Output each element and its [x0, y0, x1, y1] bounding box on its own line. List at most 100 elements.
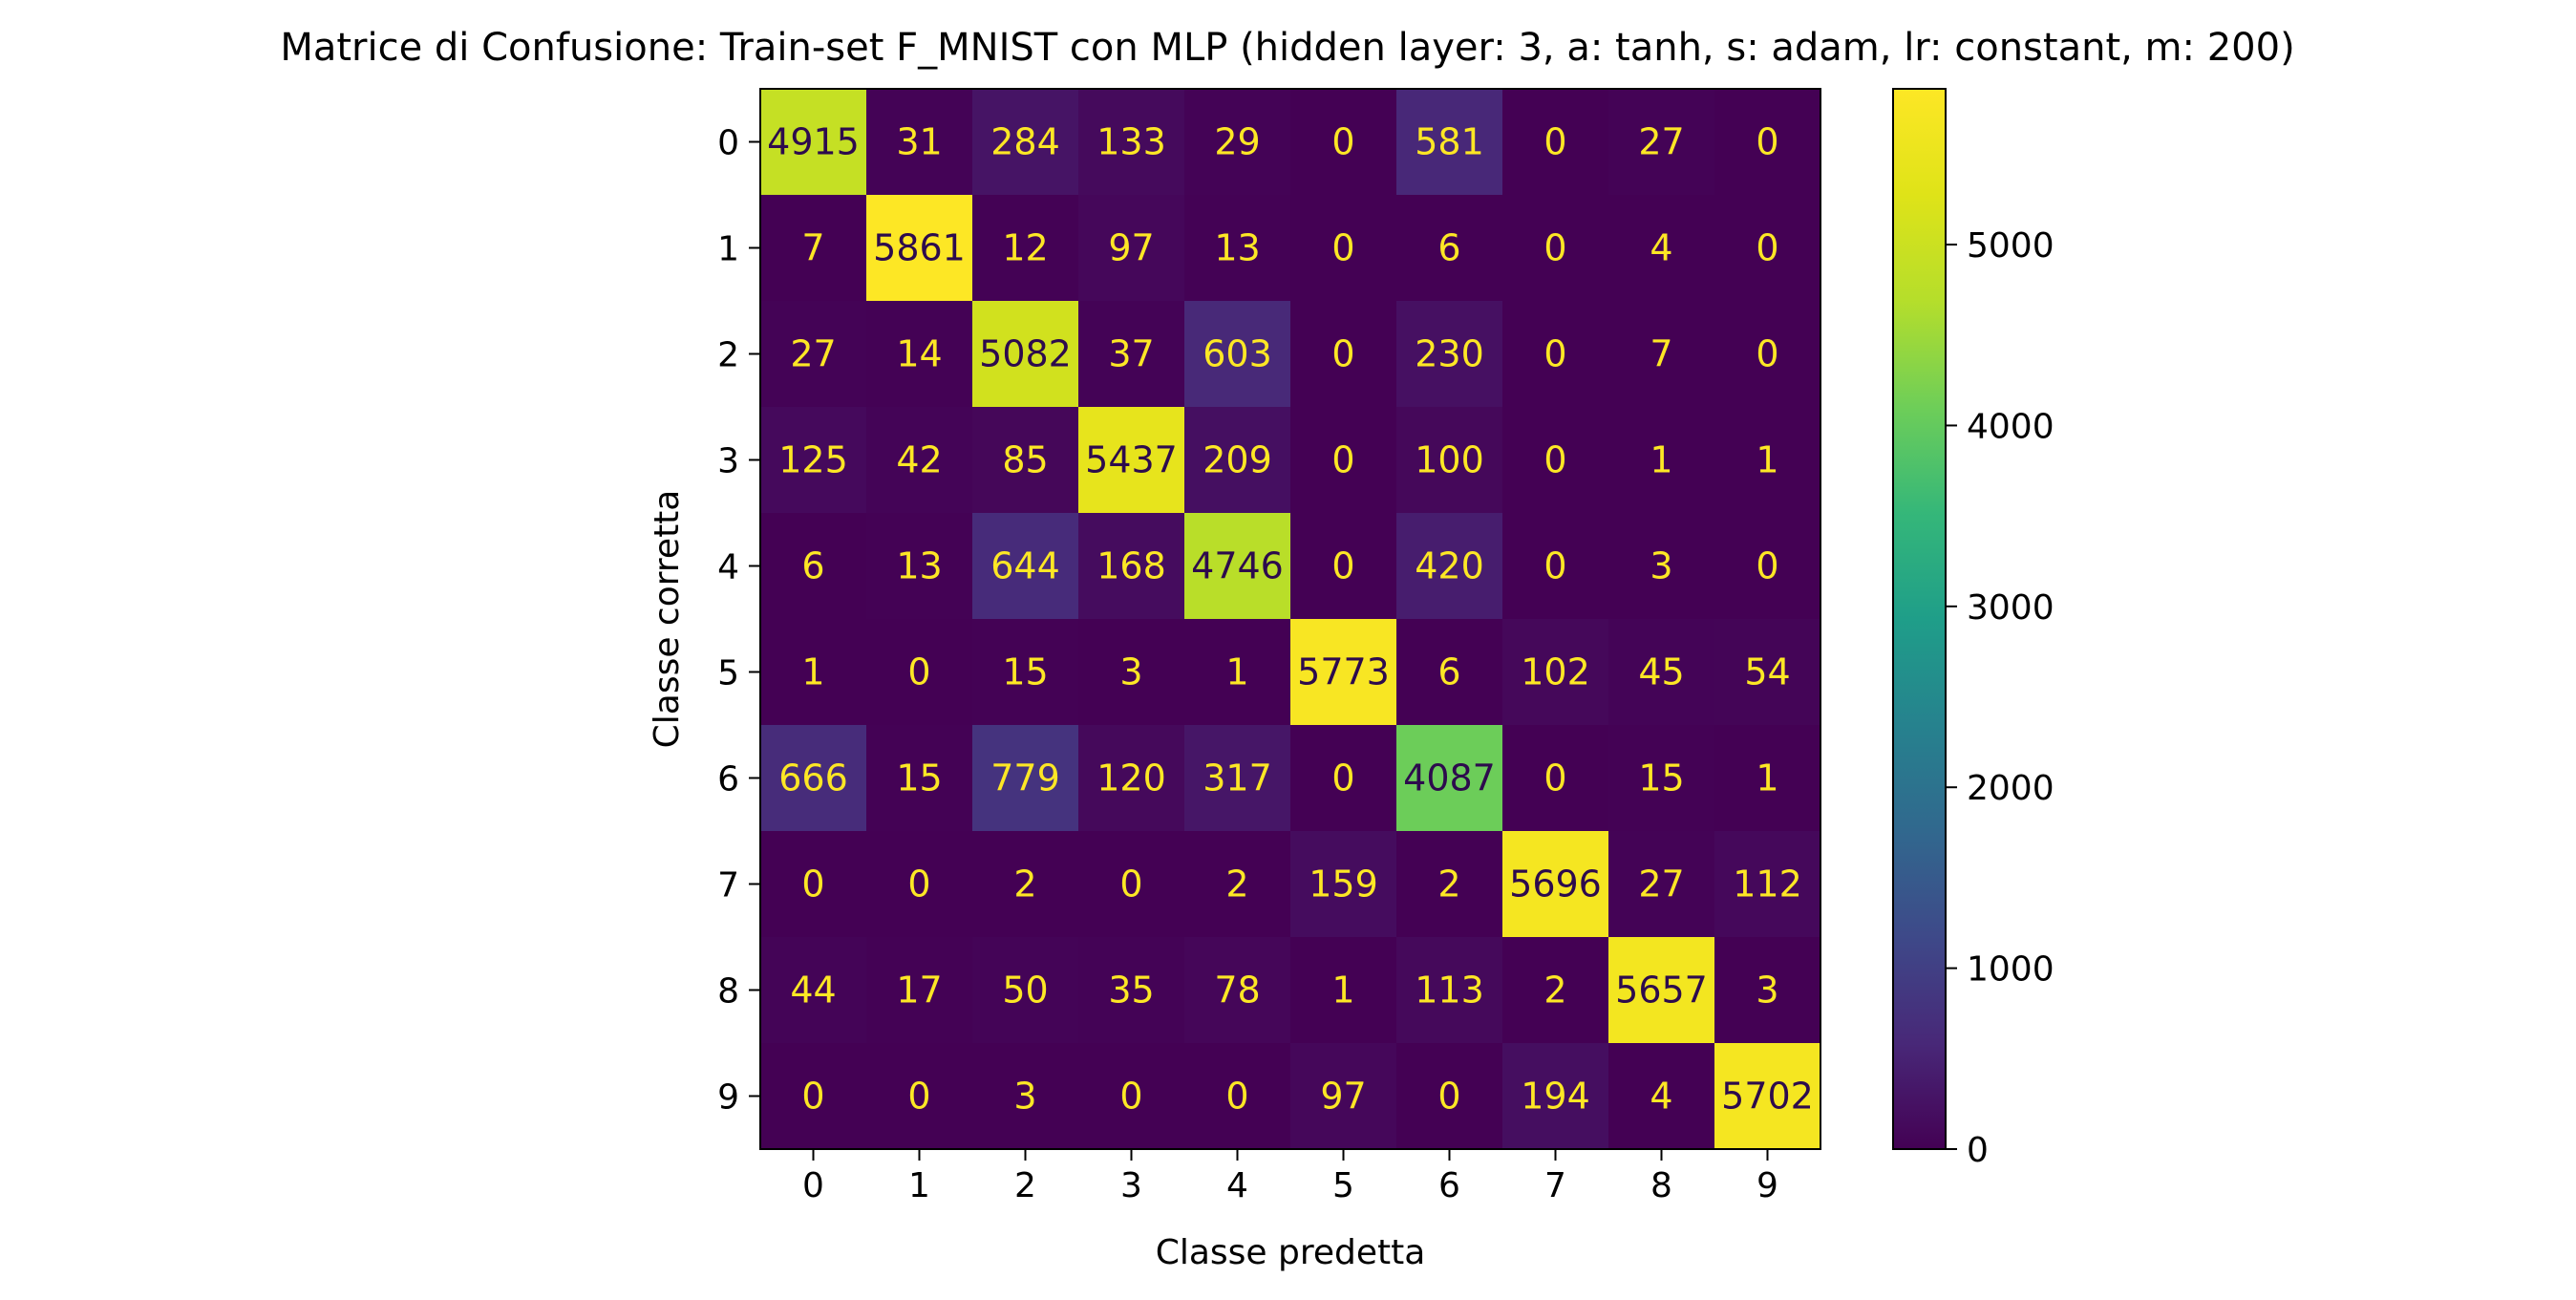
- heatmap-cell: [1502, 831, 1609, 938]
- y-axis-ticks: 0 1 2 3 4 5 6 7 8 9: [717, 124, 760, 1118]
- cell-value: 209: [1203, 439, 1272, 481]
- x-tick-label: 9: [1756, 1166, 1778, 1205]
- heatmap-cell: [1502, 301, 1609, 408]
- heatmap-cell: [1396, 407, 1503, 514]
- cell-value: 3: [1756, 970, 1778, 1012]
- cell-value: 3: [1013, 1076, 1036, 1118]
- y-tick-label: 8: [717, 972, 739, 1012]
- heatmap-cell: [972, 619, 1079, 726]
- heatmap-cell: [1714, 195, 1821, 302]
- cell-value: 15: [1002, 651, 1048, 693]
- heatmap-cell: [972, 513, 1079, 620]
- cell-value: 2: [1225, 863, 1248, 906]
- heatmap-cell: [1290, 513, 1397, 620]
- y-tick-label: 1: [717, 230, 739, 269]
- heatmap-cell: [1078, 619, 1185, 726]
- cell-value: 14: [896, 333, 942, 375]
- colorbar: [1892, 88, 1947, 1150]
- heatmap-cell: [972, 725, 1079, 832]
- cell-value: 17: [896, 970, 942, 1012]
- cell-value: 0: [801, 1076, 824, 1118]
- y-tick-label: 5: [717, 654, 739, 693]
- heatmap-cell: [972, 937, 1079, 1044]
- cell-value: 35: [1108, 970, 1154, 1012]
- cell-value: 113: [1415, 970, 1484, 1012]
- heatmap-cell: [760, 89, 867, 196]
- cell-value: 44: [790, 970, 836, 1012]
- cell-value: 666: [778, 757, 848, 799]
- heatmap-cell: [1396, 1043, 1503, 1150]
- y-tick-label: 4: [717, 548, 739, 587]
- heatmap-cell: [1608, 831, 1715, 938]
- colorbar-ticks: 0 1000 2000 3000 4000 5000: [1946, 226, 2054, 1170]
- cell-value: 2: [1013, 863, 1036, 906]
- heatmap-cell: [1502, 89, 1609, 196]
- cell-value: 120: [1096, 757, 1166, 799]
- heatmap-cell: [866, 195, 973, 302]
- y-tick-label: 0: [717, 124, 739, 163]
- cell-value: 5437: [1085, 439, 1178, 481]
- heatmap-cell: [866, 1043, 973, 1150]
- cell-value: 97: [1320, 1076, 1366, 1118]
- heatmap-cell: [1608, 619, 1715, 726]
- cell-value: 100: [1415, 439, 1484, 481]
- heatmap-cell: [1396, 937, 1503, 1044]
- cell-value: 4087: [1403, 757, 1496, 799]
- colorbar-tick-label: 1000: [1967, 950, 2054, 990]
- heatmap-cell: [760, 513, 867, 620]
- heatmap-cell: [1608, 513, 1715, 620]
- heatmap-cell: [866, 407, 973, 514]
- cell-value: 2: [1543, 970, 1566, 1012]
- heatmap-cell: [1184, 831, 1291, 938]
- cell-value: 4746: [1191, 545, 1284, 587]
- heatmap-cell: [1608, 1043, 1715, 1150]
- cell-value: 27: [1638, 863, 1684, 906]
- cell-value: 1: [1650, 439, 1672, 481]
- cell-value: 0: [1225, 1076, 1248, 1118]
- heatmap-cell: [760, 195, 867, 302]
- x-tick-label: 8: [1650, 1166, 1672, 1205]
- heatmap-cell: [1184, 89, 1291, 196]
- cell-value: 0: [1331, 757, 1354, 799]
- cell-value: 7: [801, 227, 824, 269]
- heatmap-cell: [760, 1043, 867, 1150]
- cell-value: 102: [1521, 651, 1590, 693]
- cell-value: 5696: [1509, 863, 1602, 906]
- heatmap-cell: [1078, 725, 1185, 832]
- cell-value: 0: [1331, 439, 1354, 481]
- heatmap-cell: [1502, 513, 1609, 620]
- heatmap-cell: [760, 301, 867, 408]
- cell-value: 420: [1415, 545, 1484, 587]
- heatmap-cell: [1078, 513, 1185, 620]
- cell-value: 45: [1638, 651, 1684, 693]
- plot-frame: [759, 88, 1821, 1150]
- heatmap-cell: [1396, 725, 1503, 832]
- heatmap-cell: [1714, 937, 1821, 1044]
- heatmap-cell: [1078, 831, 1185, 938]
- heatmap-cell: [1502, 725, 1609, 832]
- cell-value: 1: [1756, 439, 1778, 481]
- cell-value: 2: [1437, 863, 1460, 906]
- heatmap-cell: [1714, 89, 1821, 196]
- heatmap-cell: [1184, 619, 1291, 726]
- heatmap-cell: [1184, 195, 1291, 302]
- heatmap-cell: [760, 407, 867, 514]
- heatmap-cell: [1290, 619, 1397, 726]
- heatmap-cell: [1608, 195, 1715, 302]
- heatmap-cell: [1184, 407, 1291, 514]
- heatmap-cell: [1078, 937, 1185, 1044]
- heatmap-cell: [1078, 301, 1185, 408]
- cell-value: 42: [896, 439, 942, 481]
- cell-value: 5082: [979, 333, 1072, 375]
- cell-value: 0: [907, 1076, 930, 1118]
- y-tick-label: 2: [717, 336, 739, 375]
- heatmap-cell: [972, 407, 1079, 514]
- cell-value: 27: [790, 333, 836, 375]
- heatmap-cell: [1714, 1043, 1821, 1150]
- cell-value: 7: [1650, 333, 1672, 375]
- cell-value: 4: [1650, 1076, 1672, 1118]
- cell-value: 159: [1309, 863, 1378, 906]
- heatmap-cell: [1078, 1043, 1185, 1150]
- cell-value: 284: [990, 121, 1060, 163]
- x-tick-label: 7: [1544, 1166, 1566, 1205]
